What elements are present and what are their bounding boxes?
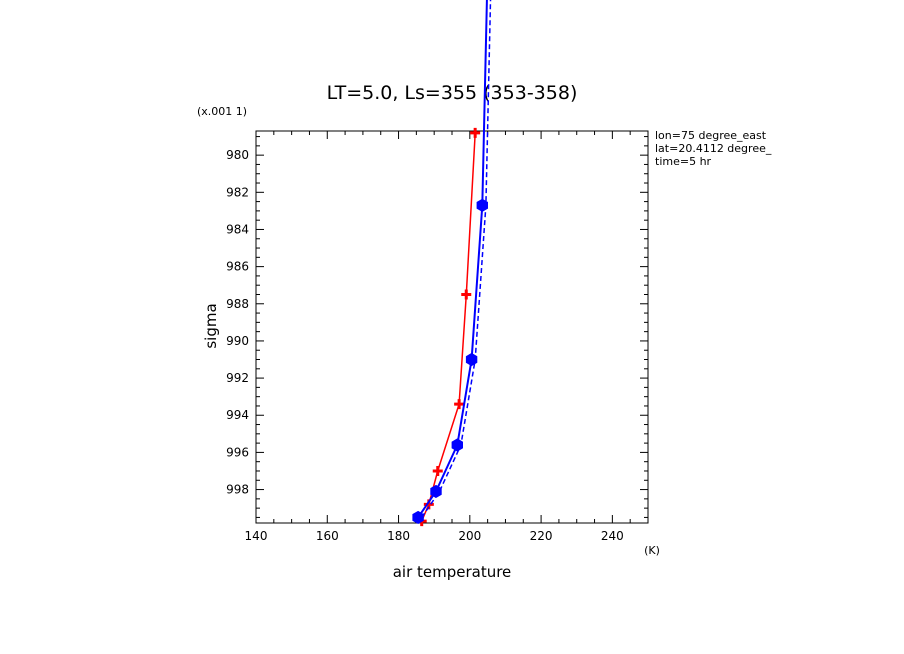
annotation-lon: lon=75 degree_east (655, 129, 767, 142)
x-axis-label: air temperature (393, 563, 512, 581)
x-tick-label: 200 (458, 529, 481, 543)
y-tick-label: 984 (226, 222, 249, 236)
data-point (432, 465, 443, 476)
data-point (476, 198, 488, 212)
data-point (451, 438, 463, 452)
data-point (454, 399, 465, 410)
x-tick-label: 220 (530, 529, 553, 543)
plot-frame (255, 130, 649, 524)
x-tick-label: 160 (316, 529, 339, 543)
x-tick-label: 140 (245, 529, 268, 543)
x-unit-label: (K) (644, 544, 660, 557)
x-tick-label: 180 (387, 529, 410, 543)
y-tick-label: 980 (226, 148, 249, 162)
y-tick-label: 988 (226, 297, 249, 311)
x-tick-label: 240 (601, 529, 624, 543)
y-tick-label: 982 (226, 185, 249, 199)
y-tick-label: 986 (226, 260, 249, 274)
y-axis-label: sigma (202, 303, 220, 348)
y-tick-label: 990 (226, 334, 249, 348)
chart-title: LT=5.0, Ls=355 (353-358) (327, 82, 578, 104)
y-scale-label: (x.001 1) (197, 105, 247, 118)
data-point (461, 289, 472, 300)
y-tick-label: 994 (226, 408, 249, 422)
data-point (465, 352, 478, 367)
y-tick-label: 992 (226, 371, 249, 385)
annotation-time: time=5 hr (655, 155, 712, 168)
y-tick-label: 998 (226, 483, 249, 497)
series-line (417, 0, 488, 518)
series-line (421, 0, 492, 518)
data-point (470, 127, 481, 138)
annotation-lat: lat=20.4112 degree_ (655, 142, 772, 155)
y-tick-label: 996 (226, 445, 249, 459)
plot-area: 140 160 180 200 220 240 980 982 984 986 988 990 992 9… (226, 0, 649, 543)
